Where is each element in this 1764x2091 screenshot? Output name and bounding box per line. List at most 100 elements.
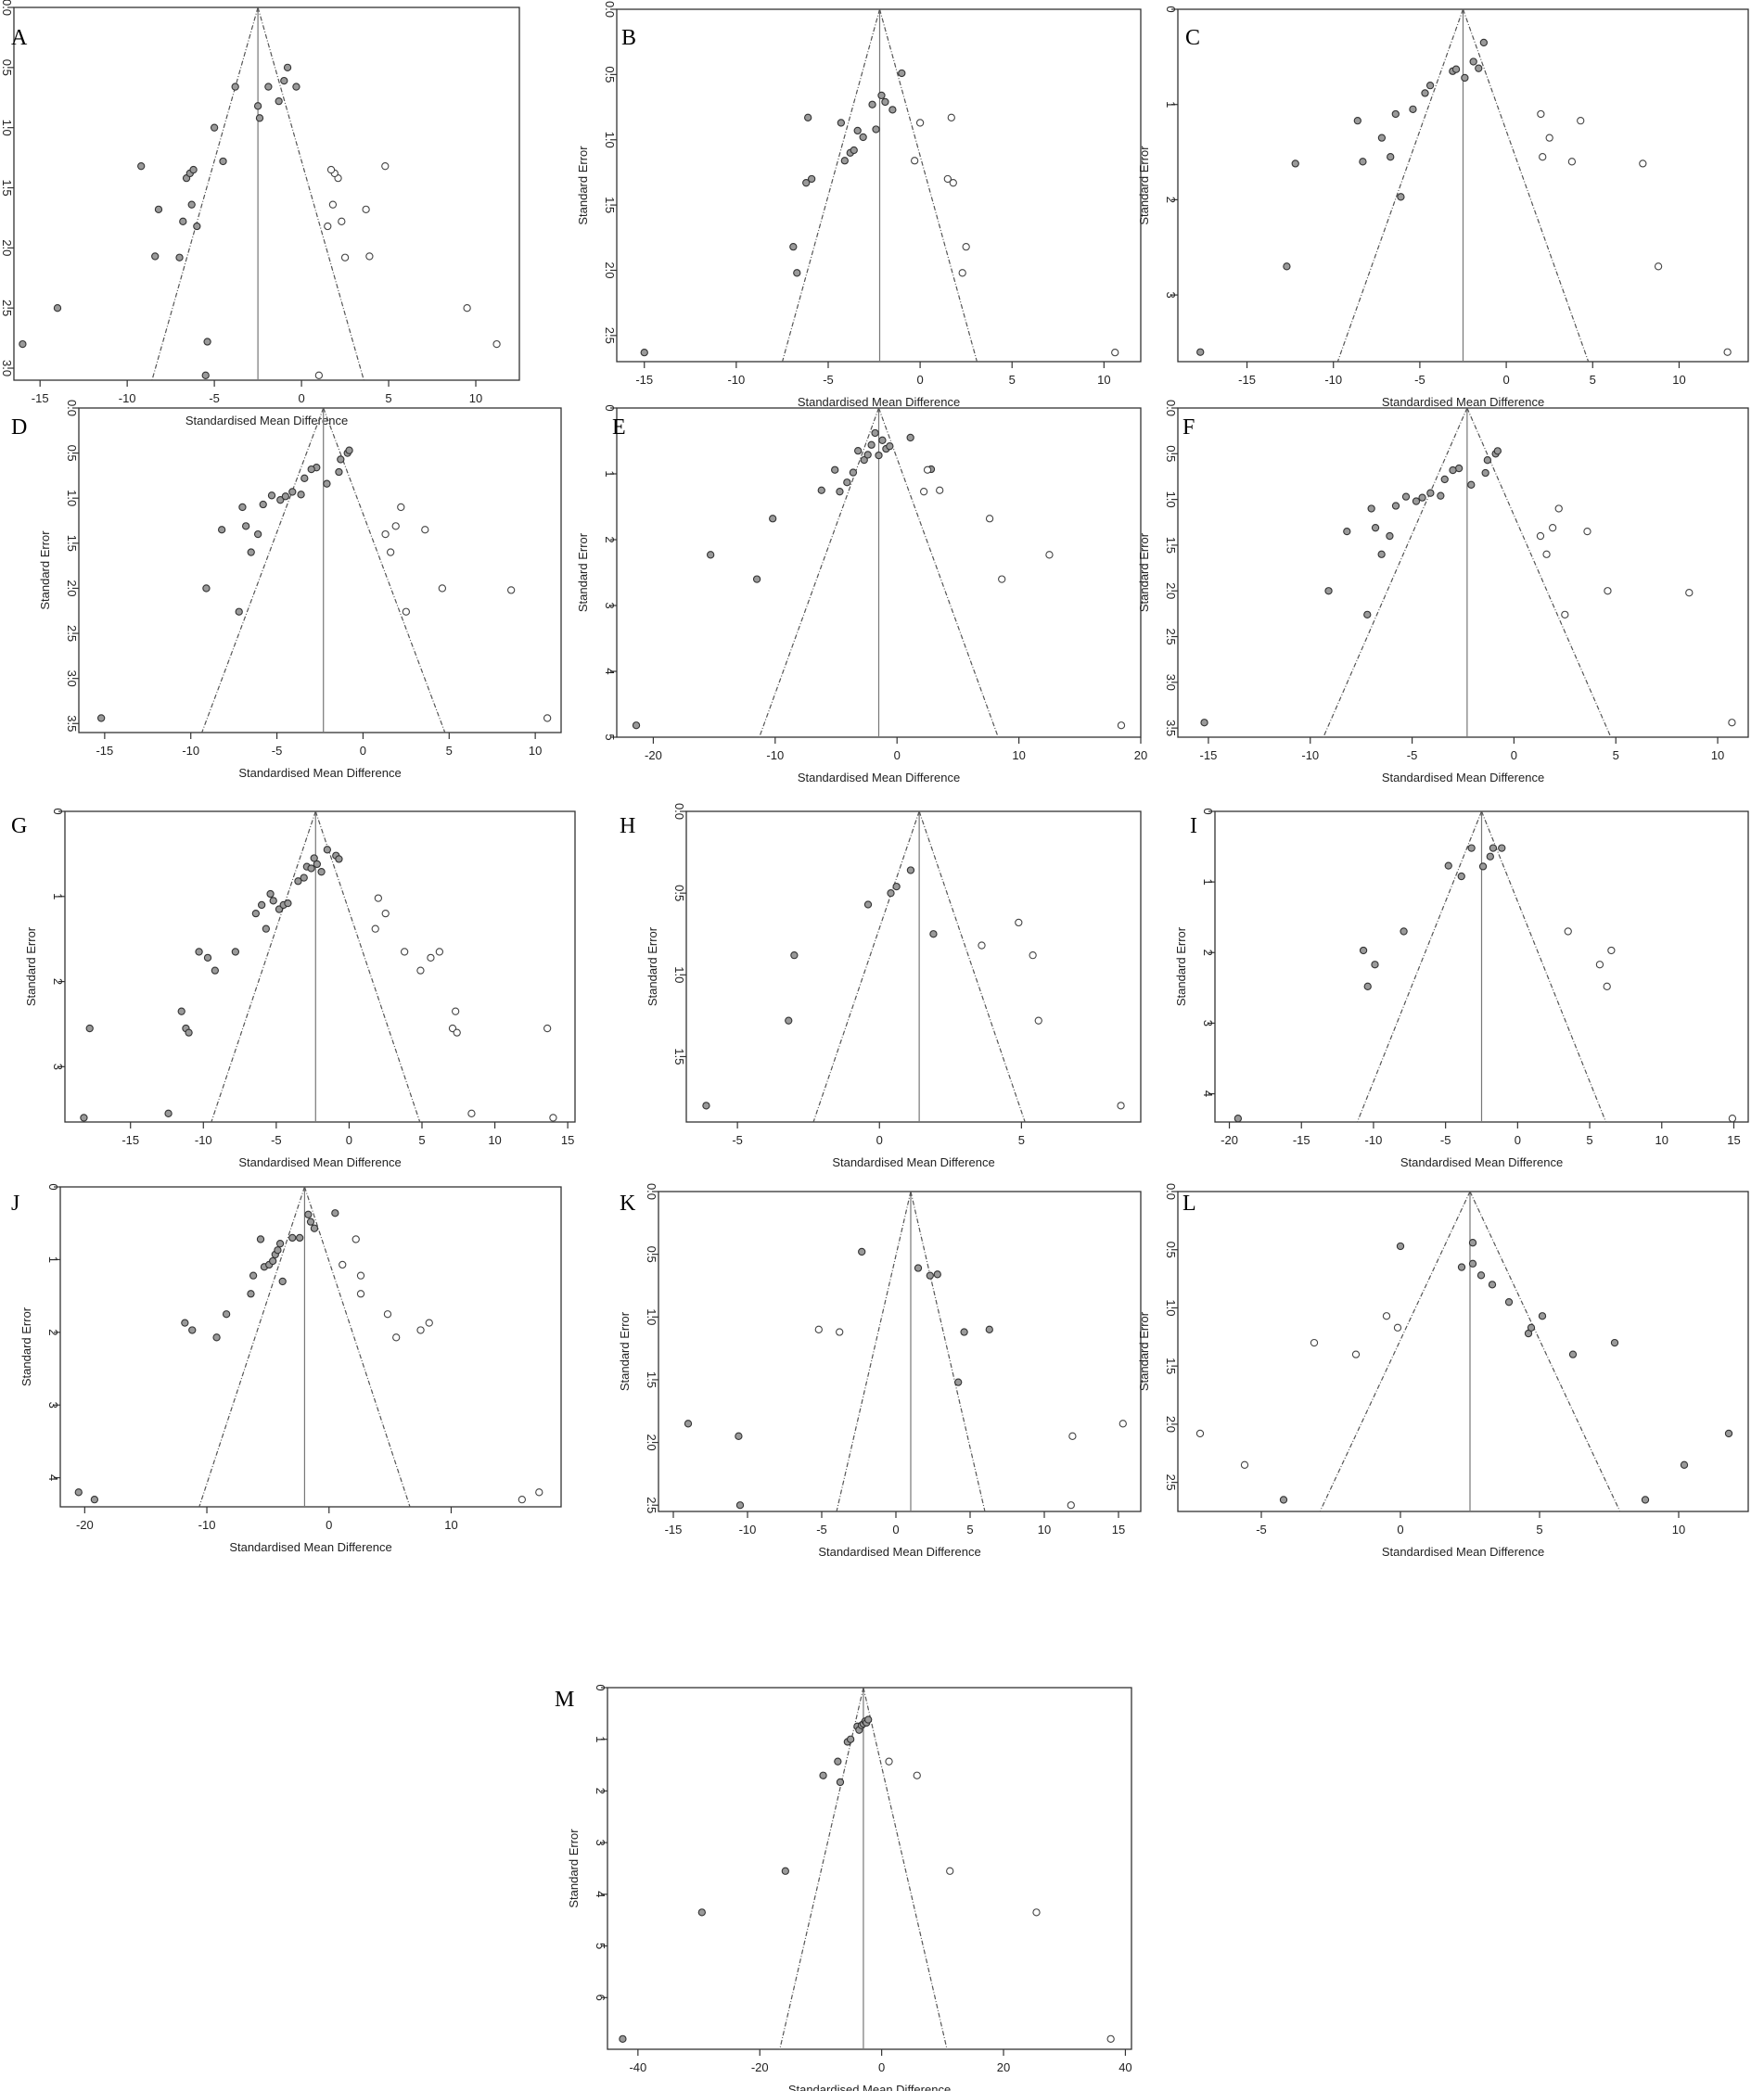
y-tick-label: 2 [1201, 950, 1215, 956]
filled-study-point [326, 165, 336, 174]
filled-study-point [416, 1326, 425, 1334]
study-point [1396, 1242, 1405, 1251]
study-point [278, 1277, 287, 1286]
study-point [898, 69, 906, 78]
study-point [253, 102, 262, 110]
study-point [619, 2034, 627, 2044]
x-tick-label: -10 [1365, 1133, 1383, 1147]
study-point [323, 846, 332, 854]
y-axis-title: Standard Error [1174, 926, 1188, 1006]
x-tick-label: 0 [916, 373, 923, 387]
study-point [74, 1488, 83, 1497]
study-point [1283, 262, 1291, 271]
x-tick-label: 0 [876, 1133, 883, 1147]
study-point [1291, 159, 1299, 168]
y-tick-label: 1.0 [672, 966, 686, 983]
funnel-panel-d: D -15 -10 -5 0 5 10 0.0 0.5 1.0 1.5 2.0 2.5 3.0 3.5 Sta… [11, 400, 562, 780]
study-point [929, 930, 938, 938]
filled-study-point [1117, 1102, 1125, 1110]
y-tick-label: 0 [51, 808, 65, 814]
study-point [807, 174, 816, 184]
study-point [175, 253, 184, 261]
x-tick-label: 10 [444, 1518, 457, 1532]
study-point [283, 63, 292, 71]
filled-study-point [1603, 982, 1611, 990]
study-point [1371, 961, 1379, 969]
study-point [1498, 844, 1506, 852]
x-tick-label: 0 [298, 391, 304, 405]
y-tick-label: 3.0 [1164, 674, 1178, 691]
filled-study-point [383, 1310, 392, 1319]
study-point [819, 1771, 827, 1779]
study-point [185, 1028, 193, 1037]
x-tick-label: 10 [1672, 373, 1685, 387]
filled-study-point [1118, 1420, 1127, 1428]
study-point [1475, 64, 1483, 72]
study-point [834, 1757, 842, 1766]
study-point [888, 106, 897, 114]
filled-study-point [397, 503, 405, 512]
x-tick-label: 10 [529, 744, 542, 758]
y-tick-label: 5 [603, 733, 617, 740]
study-point [878, 436, 887, 444]
filled-study-point [365, 252, 374, 261]
plot-frame [616, 8, 1142, 363]
study-point [269, 1256, 277, 1266]
x-tick-label: -20 [751, 2060, 769, 2074]
filled-study-point [518, 1496, 527, 1504]
x-tick-label: 15 [1112, 1523, 1125, 1536]
y-axis-title: Standard Error [646, 926, 659, 1006]
filled-study-point [402, 607, 411, 616]
funnel-right-limit [863, 1687, 948, 2050]
y-tick-label: 3 [46, 1402, 60, 1409]
x-tick-label: -15 [1293, 1133, 1310, 1147]
study-point [255, 114, 264, 122]
study-point [840, 157, 849, 165]
x-tick-label: 5 [1590, 373, 1596, 387]
study-point [1461, 73, 1469, 83]
study-point [1421, 89, 1429, 97]
study-point [231, 83, 239, 91]
y-tick-label: 0.0 [1164, 400, 1178, 416]
funnel-panel-c: C -15 -10 -5 0 5 10 0 1 2 3 Standardised Mean Diffe… [1137, 6, 1749, 409]
plot-frame [1177, 1191, 1749, 1512]
filled-study-point [1382, 1312, 1391, 1320]
x-tick-label: -15 [121, 1133, 139, 1147]
filled-study-point [1067, 1501, 1075, 1510]
panel-letter: A [11, 26, 28, 50]
study-point [212, 1333, 221, 1342]
study-point [154, 205, 163, 214]
filled-study-point [1029, 951, 1037, 960]
study-point [300, 474, 309, 482]
y-tick-label: 1.5 [603, 197, 617, 213]
panel-letter: H [620, 814, 635, 838]
filled-study-point [1351, 1350, 1361, 1358]
filled-study-point [915, 119, 925, 127]
x-tick-label: -10 [1324, 373, 1342, 387]
funnel-left-limit [836, 1191, 912, 1512]
filled-study-point [1583, 527, 1591, 536]
study-point [181, 1319, 189, 1327]
y-tick-label: 3 [51, 1064, 65, 1070]
study-point [292, 83, 300, 91]
x-tick-label: 5 [966, 1523, 973, 1536]
study-point [1444, 861, 1452, 870]
y-tick-label: 1 [594, 1736, 607, 1742]
x-tick-label: -15 [1238, 373, 1256, 387]
funnel-panel-j: J -20 -10 0 10 0 1 2 3 4 Standardised Mean Differe… [11, 1183, 562, 1554]
study-point [235, 607, 243, 616]
x-axis-title: Standardised Mean Difference [798, 395, 960, 409]
study-point [914, 1264, 923, 1272]
study-point [802, 179, 811, 187]
filled-study-point [340, 253, 350, 261]
study-point [817, 486, 825, 494]
x-tick-label: -5 [209, 391, 220, 405]
study-point [1377, 134, 1387, 142]
filled-study-point [1723, 348, 1732, 356]
y-tick-label: 5 [594, 1943, 607, 1949]
study-point [863, 451, 872, 459]
funnel-left-limit [759, 407, 880, 738]
study-point [1400, 927, 1408, 936]
funnel-right-limit [303, 1186, 411, 1508]
x-axis-title: Standardised Mean Difference [788, 2083, 951, 2091]
